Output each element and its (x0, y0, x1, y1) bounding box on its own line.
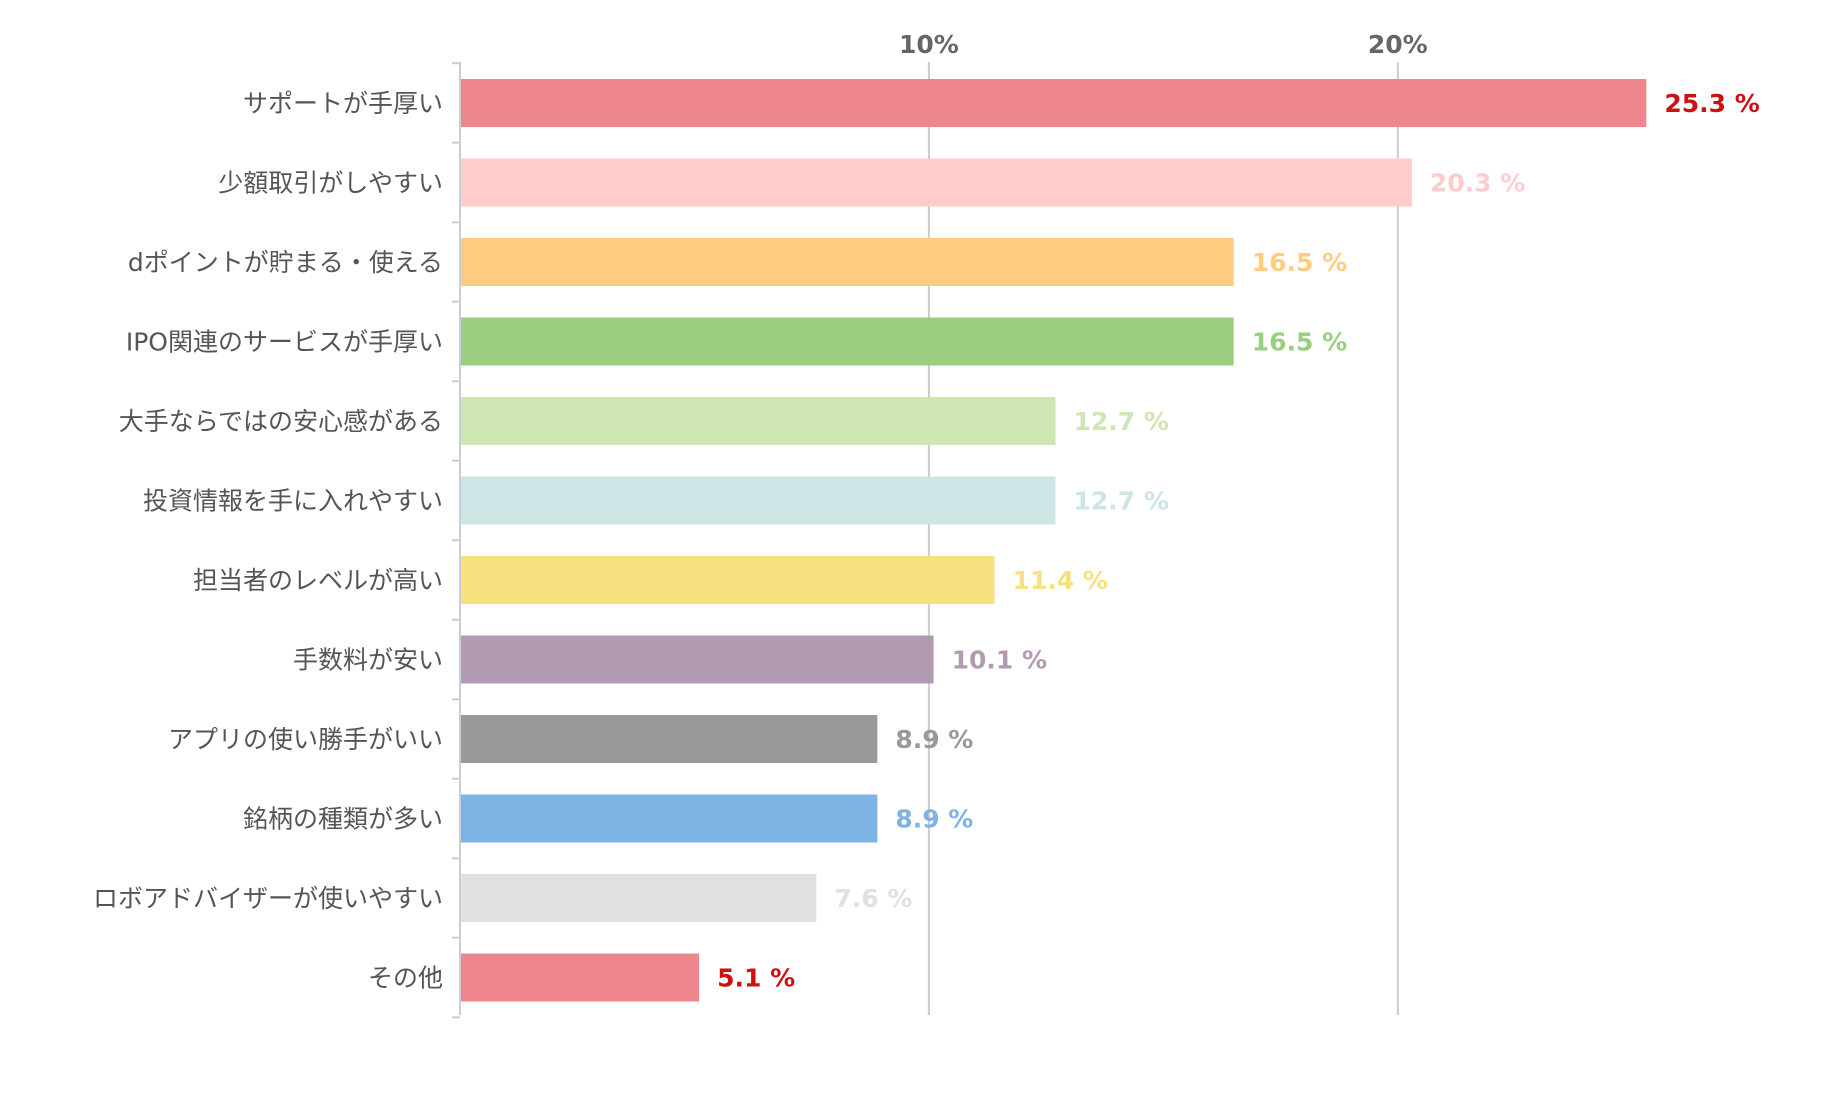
data-label: 11.4 % (1013, 566, 1108, 595)
data-label: 7.6 % (834, 884, 912, 913)
bar (461, 397, 1056, 445)
category-label: 少額取引がしやすい (218, 169, 443, 198)
category-label: アプリの使い勝手がいい (168, 725, 443, 754)
category-label: 担当者のレベルが高い (193, 566, 443, 595)
data-label: 20.3 % (1430, 169, 1525, 198)
category-label: 銘柄の種類が多い (243, 805, 443, 834)
data-label: 8.9 % (895, 805, 973, 834)
bar (461, 238, 1234, 286)
category-label: 投資情報を手に入れやすい (143, 487, 443, 516)
x-tick-label: 20% (1368, 30, 1428, 59)
x-tick-label: 10% (899, 30, 959, 59)
bar (461, 476, 1056, 525)
category-label: 大手ならではの安心感がある (119, 407, 443, 436)
bar (461, 794, 878, 843)
category-label: dポイントが貯まる・使える (128, 248, 443, 277)
data-label: 5.1 % (717, 964, 795, 993)
bar (461, 635, 934, 684)
data-label: 12.7 % (1074, 487, 1169, 516)
data-label: 10.1 % (952, 646, 1047, 675)
category-label: その他 (368, 964, 443, 993)
category-label: IPO関連のサービスが手厚い (126, 328, 443, 357)
category-label: ロボアドバイザーが使いやすい (93, 884, 443, 913)
bar (461, 953, 700, 1002)
bar (461, 158, 1412, 207)
bar (461, 79, 1647, 127)
bar (461, 556, 995, 604)
data-label: 16.5 % (1252, 248, 1347, 277)
data-label: 12.7 % (1074, 407, 1169, 436)
bar (461, 317, 1234, 366)
data-label: 16.5 % (1252, 328, 1347, 357)
bar (461, 874, 817, 922)
data-label: 25.3 % (1664, 89, 1759, 118)
bar (461, 715, 878, 763)
category-label: サポートが手厚い (243, 89, 443, 118)
category-label: 手数料が安い (293, 646, 443, 675)
data-label: 8.9 % (895, 725, 973, 754)
